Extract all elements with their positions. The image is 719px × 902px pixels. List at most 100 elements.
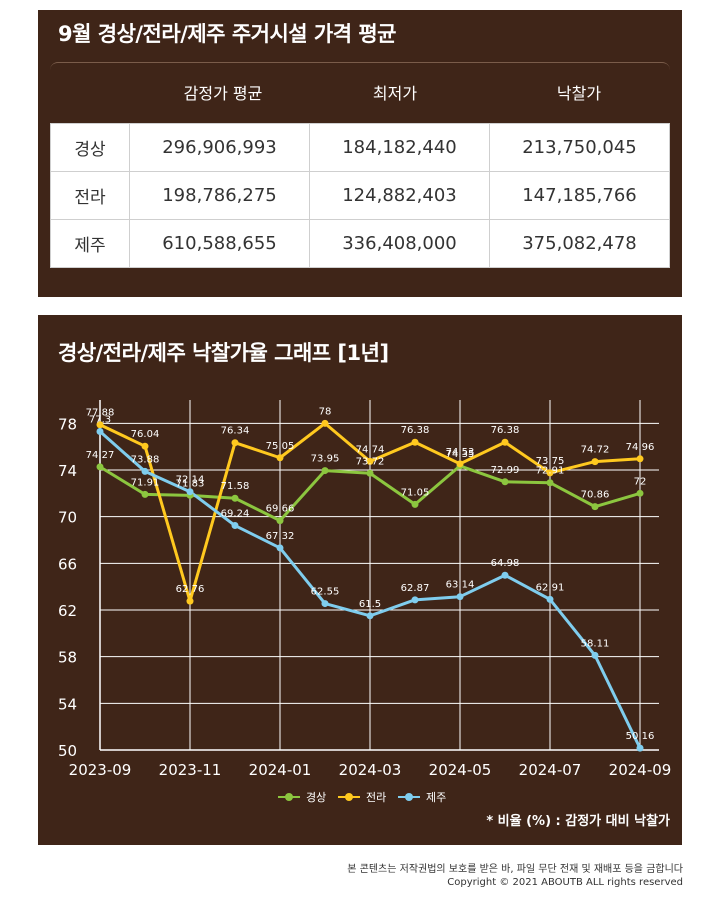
data-label-전라: 74.53 xyxy=(446,447,475,458)
y-tick-label: 62 xyxy=(58,602,77,620)
table-row: 제주 610,588,655 336,408,000 375,082,478 xyxy=(50,219,670,268)
value-cell: 213,750,045 xyxy=(489,123,670,172)
value-cell: 198,786,275 xyxy=(129,171,310,220)
data-point-제주 xyxy=(456,593,464,601)
data-point-경상 xyxy=(96,463,104,471)
data-point-경상 xyxy=(411,500,419,508)
y-tick-label: 54 xyxy=(58,695,77,713)
copyright-line: Copyright © 2021 ABOUTB ALL rights reser… xyxy=(447,877,683,888)
column-header-appraisal: 감정가 평균 xyxy=(183,84,263,103)
data-point-경상 xyxy=(321,467,329,475)
data-point-전라 xyxy=(546,469,554,477)
data-point-전라 xyxy=(636,455,644,463)
data-label-제주: 73.88 xyxy=(131,454,160,465)
data-label-제주: 62.55 xyxy=(311,587,340,598)
table-row: 경상 296,906,993 184,182,440 213,750,045 xyxy=(50,123,670,172)
data-label-전라: 75.05 xyxy=(266,441,295,452)
data-point-전라 xyxy=(96,421,104,429)
data-label-전라: 78 xyxy=(319,406,332,417)
value-cell: 184,182,440 xyxy=(309,123,490,172)
x-tick-label: 2024-07 xyxy=(519,761,582,779)
data-point-전라 xyxy=(411,438,419,446)
price-table-title: 9월 경상/전라/제주 주거시설 가격 평균 xyxy=(58,22,397,46)
x-tick-label: 2024-09 xyxy=(609,761,672,779)
value-cell: 336,408,000 xyxy=(309,219,490,268)
data-label-경상: 74.35 xyxy=(446,449,475,460)
data-point-전라 xyxy=(501,438,509,446)
x-tick-label: 2024-05 xyxy=(429,761,492,779)
column-header-minimum: 최저가 xyxy=(372,84,418,103)
price-table: 경상 296,906,993 184,182,440 213,750,045 전… xyxy=(50,123,670,268)
data-point-제주 xyxy=(591,651,599,659)
data-label-제주: 50.16 xyxy=(626,731,655,742)
chart-title: 경상/전라/제주 낙찰가율 그래프 [1년] xyxy=(58,341,389,365)
y-tick-label: 74 xyxy=(58,462,77,480)
data-point-제주 xyxy=(366,612,374,620)
y-tick-label: 66 xyxy=(58,555,77,573)
data-point-제주 xyxy=(276,544,284,552)
x-tick-label: 2023-09 xyxy=(69,761,132,779)
y-tick-label: 70 xyxy=(58,509,77,527)
chart-panel: 경상/전라/제주 낙찰가율 그래프 [1년] 50 54 58 62 66 70 74 78 2… xyxy=(38,315,682,845)
legend-marker-경상 xyxy=(285,793,293,801)
data-point-제주 xyxy=(96,428,104,435)
data-point-경상 xyxy=(636,489,644,497)
data-label-제주: 64.98 xyxy=(491,558,520,569)
y-tick-label: 78 xyxy=(58,415,77,433)
data-label-경상: 72.99 xyxy=(491,465,520,476)
data-point-전라 xyxy=(231,439,239,447)
legend-marker-제주 xyxy=(405,793,413,801)
data-point-경상 xyxy=(231,494,239,502)
data-label-제주: 62.91 xyxy=(536,582,565,593)
value-cell: 610,588,655 xyxy=(129,219,310,268)
header-divider xyxy=(50,62,670,79)
data-point-제주 xyxy=(231,522,239,530)
data-label-전라: 74.72 xyxy=(581,445,610,456)
data-label-전라: 76.38 xyxy=(401,425,430,436)
value-cell: 296,906,993 xyxy=(129,123,310,172)
data-label-제주: 69.24 xyxy=(221,509,250,520)
data-label-전라: 74.96 xyxy=(626,442,655,453)
data-label-전라: 77.88 xyxy=(86,408,115,419)
legend-marker-전라 xyxy=(345,793,353,801)
data-point-경상 xyxy=(276,517,284,525)
line-chart: 50 54 58 62 66 70 74 78 2023-09 2023-11 2024-01 202… xyxy=(58,400,672,804)
data-point-경상 xyxy=(501,478,509,486)
data-point-전라 xyxy=(591,458,599,466)
x-tick-label: 2024-03 xyxy=(339,761,402,779)
data-point-제주 xyxy=(501,571,509,579)
y-tick-label: 58 xyxy=(58,649,77,667)
data-point-제주 xyxy=(546,595,554,603)
value-cell: 147,185,766 xyxy=(489,171,670,220)
legend-label-전라: 전라 xyxy=(366,791,386,804)
data-point-경상 xyxy=(546,479,554,487)
ratio-footnote: * 비율 (%) : 감정가 대비 낙찰가 xyxy=(486,814,670,829)
data-label-전라: 73.75 xyxy=(536,456,565,467)
column-header-winning-bid: 낙찰가 xyxy=(556,84,602,103)
data-label-경상: 72.91 xyxy=(536,466,565,477)
data-point-제주 xyxy=(636,744,644,752)
y-tick-label: 50 xyxy=(58,742,77,760)
data-label-경상: 73.72 xyxy=(356,456,385,467)
x-tick-label: 2023-11 xyxy=(159,761,222,779)
data-label-전라: 62.76 xyxy=(176,584,205,595)
data-point-경상 xyxy=(366,469,374,477)
data-label-경상: 71.83 xyxy=(176,478,205,489)
data-label-제주: 67.32 xyxy=(266,531,295,542)
data-point-경상 xyxy=(141,490,149,498)
data-label-경상: 71.91 xyxy=(131,477,160,488)
data-label-전라: 76.38 xyxy=(491,425,520,436)
data-point-전라 xyxy=(456,460,464,468)
legend-label-경상: 경상 xyxy=(306,791,326,804)
data-label-경상: 70.86 xyxy=(581,490,610,501)
data-label-경상: 69.66 xyxy=(266,504,295,515)
data-label-제주: 72.14 xyxy=(176,475,205,486)
data-label-경상: 72 xyxy=(634,476,647,487)
data-point-전라 xyxy=(141,442,149,450)
data-point-경상 xyxy=(591,503,599,511)
data-label-제주: 61.5 xyxy=(359,599,381,610)
data-label-전라: 74.74 xyxy=(356,444,385,455)
data-point-전라 xyxy=(276,454,284,462)
data-label-경상: 73.95 xyxy=(311,454,340,465)
region-cell: 전라 xyxy=(50,171,130,220)
